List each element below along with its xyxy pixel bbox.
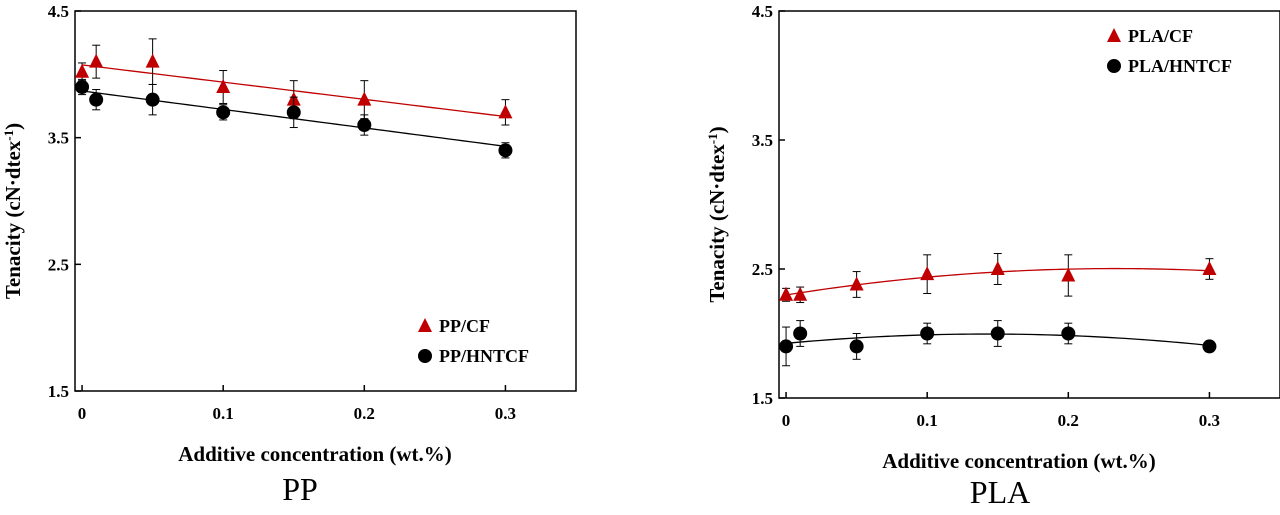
x-tick-label: 0.3	[495, 404, 516, 423]
legend-label: PLA/CF	[1128, 26, 1193, 46]
y-axis-title: Tenacity (cN·dtex-1)	[1, 123, 26, 299]
data-point-circle	[1202, 339, 1217, 354]
legend-label: PP/CF	[439, 316, 490, 336]
series-pp-cf: PP/CF	[75, 38, 513, 336]
y-tick-label: 2.5	[752, 260, 773, 279]
data-point-triangle	[849, 276, 864, 291]
y-tick-label: 2.5	[48, 255, 69, 274]
x-axis-title: Additive concentration (wt.%)	[882, 449, 1156, 473]
y-tick-label: 4.5	[752, 2, 773, 21]
data-point-circle	[145, 92, 160, 107]
data-point-triangle	[498, 104, 513, 119]
data-point-triangle	[990, 261, 1005, 275]
y-tick-label: 1.5	[48, 382, 69, 401]
y-tick-label: 4.5	[48, 2, 69, 21]
series-pp-hntcf: PP/HNTCF	[75, 78, 529, 366]
data-point-triangle	[779, 286, 794, 301]
legend-marker-triangle	[1107, 28, 1121, 42]
data-point-triangle	[1202, 261, 1217, 275]
x-tick-label: 0.3	[1199, 411, 1220, 430]
data-point-circle	[1061, 326, 1076, 341]
data-point-circle	[286, 105, 301, 120]
legend-marker-circle	[1107, 59, 1121, 73]
y-tick-label: 3.5	[752, 131, 773, 150]
data-point-circle	[89, 92, 104, 107]
data-point-triangle	[145, 53, 160, 68]
data-point-circle	[75, 80, 90, 94]
legend-label: PLA/HNTCF	[1128, 56, 1232, 76]
data-point-circle	[779, 339, 794, 354]
data-point-triangle	[793, 286, 808, 301]
chart-panel-2: 1.5 2.5 3.5 4.5 0 0.1 0.2 0.3 Additive concentra…	[705, 2, 1280, 510]
data-point-triangle	[75, 63, 90, 78]
x-tick-label: 0.2	[354, 404, 375, 423]
data-point-circle	[793, 326, 808, 341]
x-tick-label: 0.2	[1058, 411, 1079, 430]
x-axis-title: Additive concentration (wt.%)	[178, 442, 452, 466]
panel-caption: PLA	[970, 474, 1030, 510]
x-tick-label: 0	[782, 411, 791, 430]
y-tick-label: 1.5	[752, 389, 773, 408]
x-tick-label: 0.1	[917, 411, 938, 430]
plot-frame	[74, 10, 577, 392]
data-point-triangle	[89, 53, 104, 68]
series-pla-cf: PLA/CF	[779, 26, 1217, 304]
x-tick-label: 0	[78, 404, 87, 423]
x-tick-label: 0.1	[213, 404, 234, 423]
data-point-circle	[990, 326, 1005, 341]
data-point-circle	[357, 118, 372, 132]
y-axis-title: Tenacity (cN·dtex-1)	[705, 126, 730, 302]
data-point-circle	[498, 143, 513, 158]
chart-panel-1: 1.5 2.5 3.5 4.5 0 0.1 0.2 0.3 Additive concentra…	[1, 2, 577, 507]
data-point-circle	[849, 339, 864, 354]
series-pla-hntcf: PLA/HNTCF	[779, 56, 1232, 367]
data-point-triangle	[1061, 267, 1076, 282]
legend-marker-triangle	[418, 318, 432, 332]
data-point-triangle	[920, 266, 935, 281]
data-point-circle	[920, 326, 935, 341]
y-tick-label: 3.5	[48, 129, 69, 148]
panel-caption: PP	[282, 471, 318, 507]
legend-marker-circle	[418, 349, 432, 363]
data-point-circle	[216, 105, 231, 120]
plot-frame	[778, 10, 1280, 399]
data-point-triangle	[357, 91, 372, 106]
data-point-triangle	[216, 79, 231, 93]
legend-label: PP/HNTCF	[439, 346, 529, 366]
